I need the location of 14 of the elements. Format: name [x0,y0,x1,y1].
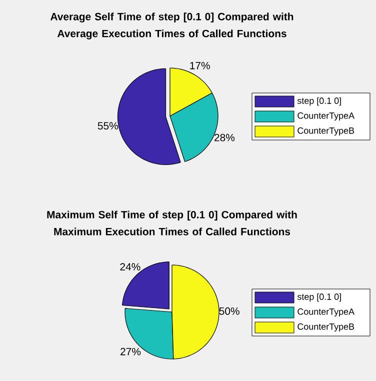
data-label: 28% [214,134,235,142]
data-label: 55% [98,122,118,130]
legend-label: CounterTypeA [298,112,354,121]
data-label: 27% [120,348,141,356]
legend-label: step [0.1 0] [297,293,341,302]
data-label: 17% [190,62,210,70]
chart-title: Maximum Self Time of step [0.1 0] Compared with Maximum Execution Times of Called Functions [47,210,297,236]
legend-label: CounterTypeA [298,308,354,317]
data-label: 24% [120,263,140,270]
legend-label: CounterTypeB [298,323,354,332]
legend-label: step [0.1 0] [297,97,341,106]
data-label: 50% [219,307,240,315]
chart-title: Average Self Time of step [0.1 0] Compared with Average Execution Times of Called Functions [50,12,294,40]
legend-label: CounterTypeB [298,127,354,136]
